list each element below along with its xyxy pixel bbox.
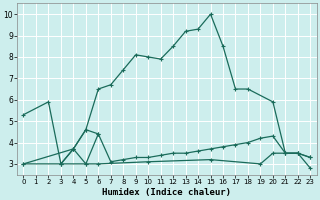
X-axis label: Humidex (Indice chaleur): Humidex (Indice chaleur) <box>102 188 231 197</box>
